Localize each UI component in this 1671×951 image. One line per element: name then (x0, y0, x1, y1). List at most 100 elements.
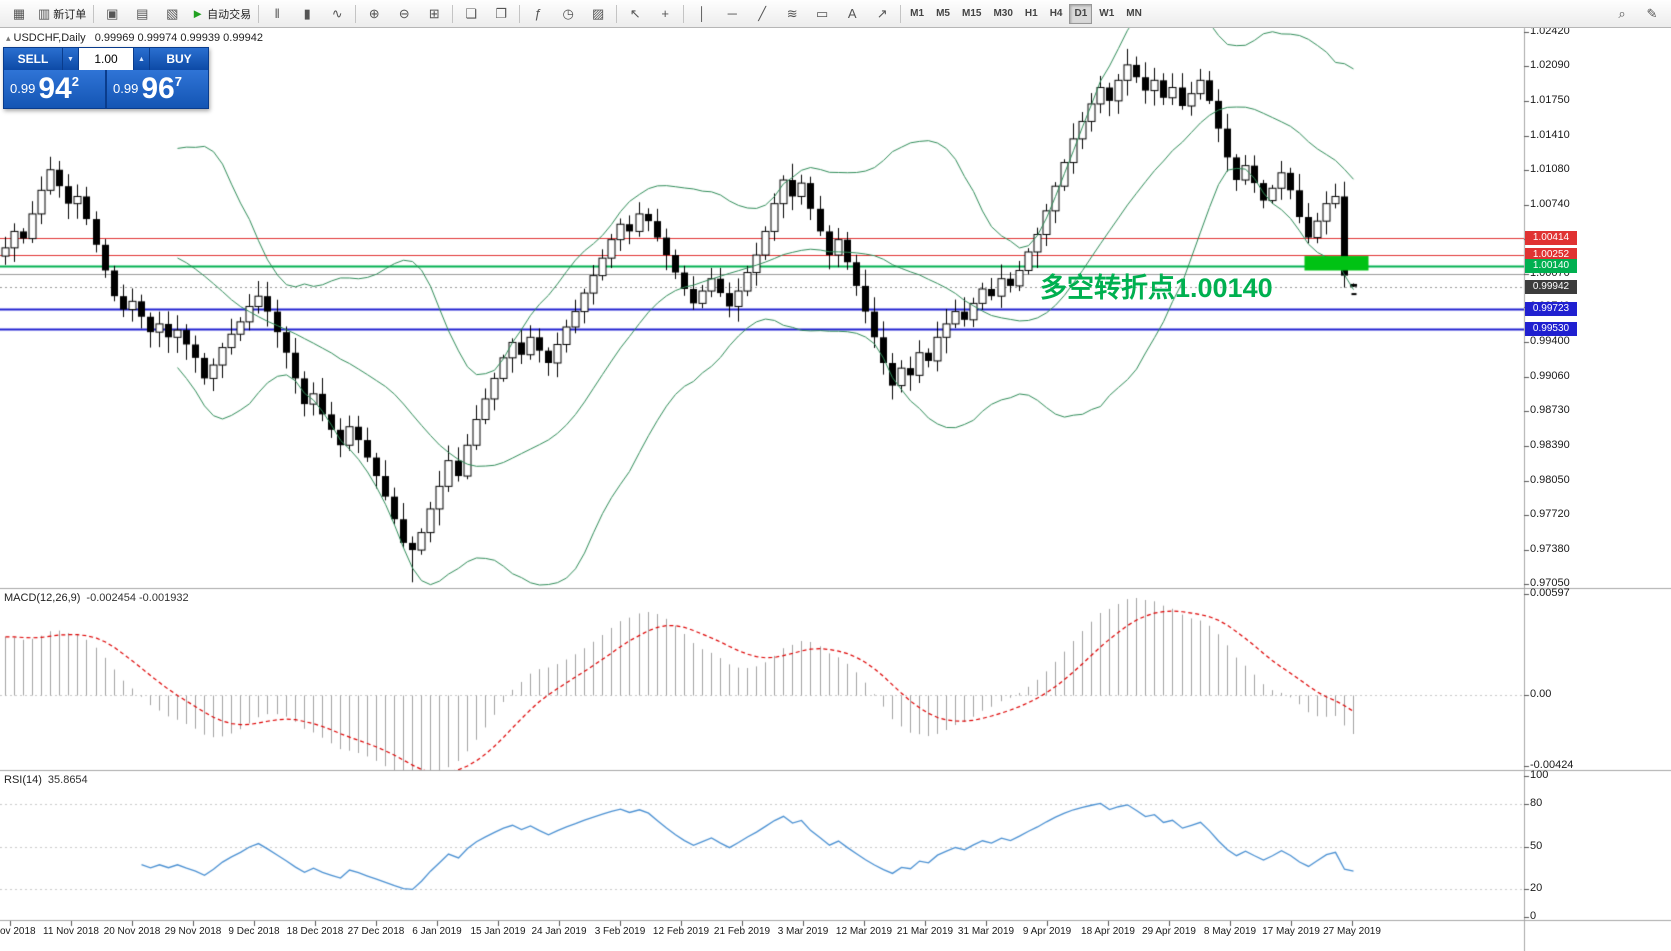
time-axis-label: 3 Feb 2019 (594, 926, 646, 937)
timeframe-d1[interactable]: D1 (1069, 3, 1093, 24)
shapes-icon[interactable]: ▭ (807, 2, 837, 26)
auto-trading-button: ► (191, 6, 205, 21)
quick-edit-icon[interactable]: ✎ (1637, 2, 1667, 26)
time-axis-label: 12 Feb 2019 (652, 926, 710, 937)
timeframe-m30[interactable]: M30 (993, 8, 1013, 19)
price-tag: 0.99530 (1525, 322, 1577, 337)
bar-chart-icon: ‖ (274, 6, 280, 21)
price-axis-tick: 1.02420 (1530, 25, 1570, 37)
toolbar-separator (519, 4, 521, 23)
chart-window-icon: ▦ (12, 6, 26, 21)
grid-icon[interactable]: ⊞ (419, 2, 449, 26)
timeframe-h4[interactable]: H4 (1049, 8, 1063, 19)
zoom-out-icon: ⊖ (398, 6, 410, 21)
periods-icon: ◷ (562, 6, 574, 21)
sell-button[interactable]: SELL (4, 48, 62, 70)
time-axis-label: 18 Dec 2018 (286, 926, 344, 937)
price-tag: 0.99723 (1525, 302, 1577, 317)
new-order-button[interactable]: ▥ 新订单 (34, 2, 90, 26)
trendline-icon[interactable]: ╱ (747, 2, 777, 26)
arrow-tool-icon[interactable]: ↗ (867, 2, 897, 26)
tile-windows-icon: ❏ (465, 6, 477, 21)
price-axis-tick: 0.97720 (1530, 508, 1570, 521)
fibonacci-icon[interactable]: ≋ (777, 2, 807, 26)
time-axis-label: 31 Mar 2019 (957, 926, 1015, 937)
ohlc-values: 0.99969 0.99974 0.99939 0.99942 (94, 32, 263, 44)
toolbar-separator (258, 4, 260, 23)
time-axis-label: 17 May 2019 (1262, 926, 1320, 937)
price-axis-tick: 0.99400 (1530, 335, 1570, 348)
lot-increase-stepper[interactable]: ▲ (133, 48, 150, 70)
collapse-icon[interactable]: ▴ (6, 33, 11, 43)
line-chart-icon[interactable]: ∿ (322, 2, 352, 26)
crosshair-icon: + (661, 6, 669, 21)
horizontal-line-icon[interactable]: ─ (717, 2, 747, 26)
timeframe-h1[interactable]: H1 (1024, 8, 1038, 19)
timeframe-m15[interactable]: M15 (961, 8, 982, 19)
new-order-button-label: 新订单 (53, 8, 87, 21)
text-icon: A (847, 6, 857, 21)
time-axis-label: 20 Nov 2018 (103, 926, 161, 937)
shapes-icon: ▭ (816, 6, 829, 21)
macd-scale-label: 0.00597 (1530, 587, 1570, 599)
cursor-icon[interactable]: ↖ (620, 2, 650, 26)
navigator-icon[interactable]: ▧ (157, 2, 187, 26)
lot-size-field[interactable]: 1.00 (79, 48, 133, 70)
zoom-in-icon: ⊕ (368, 6, 380, 21)
sell-price-prefix: 0.99 (10, 81, 36, 96)
price-axis-tick: 1.01080 (1530, 162, 1570, 175)
bar-chart-icon[interactable]: ‖ (262, 2, 292, 26)
auto-trading-button-label: 自动交易 (207, 8, 252, 21)
timeframe-mn[interactable]: MN (1126, 8, 1142, 19)
timeframe-m1[interactable]: M1 (910, 8, 925, 19)
zoom-in-icon[interactable]: ⊕ (359, 2, 389, 26)
tile-windows-icon[interactable]: ❏ (456, 2, 486, 26)
fibonacci-icon: ≋ (786, 6, 798, 21)
crosshair-icon[interactable]: + (650, 2, 680, 26)
buy-price-big: 96 (141, 72, 175, 105)
buy-button[interactable]: BUY (150, 48, 208, 70)
vertical-line-icon[interactable]: │ (687, 2, 717, 26)
text-icon[interactable]: A (837, 2, 867, 26)
indicators-icon: ƒ (534, 6, 542, 21)
timeframe-m5[interactable]: M5 (936, 8, 950, 19)
price-axis-tick: 1.01410 (1530, 128, 1570, 141)
macd-indicator-title: MACD(12,26,9) -0.002454 -0.001932 (4, 592, 189, 604)
time-axis-label: 1 Nov 2018 (0, 926, 36, 937)
timeframe-w1[interactable]: W1 (1099, 8, 1115, 19)
cascade-windows-icon: ❐ (495, 6, 507, 21)
auto-trading-button[interactable]: ► 自动交易 (187, 2, 255, 26)
trendline-icon: ╱ (758, 6, 767, 21)
indicators-icon[interactable]: ƒ (523, 2, 553, 26)
time-axis-label: 3 Mar 2019 (777, 926, 829, 937)
candlestick-chart-icon: ▮ (303, 6, 311, 21)
cascade-windows-icon[interactable]: ❐ (486, 2, 516, 26)
search-icon[interactable]: ⌕ (1607, 2, 1637, 26)
macd-scale-label: -0.00424 (1530, 759, 1574, 771)
time-axis-label: 18 Apr 2019 (1081, 926, 1135, 937)
market-watch-icon[interactable]: ▤ (127, 2, 157, 26)
templates-icon[interactable]: ▨ (583, 2, 613, 26)
rsi-scale-label: 100 (1530, 769, 1549, 781)
price-axis-tick: 0.98730 (1530, 404, 1570, 417)
price-axis-tick: 0.98050 (1530, 474, 1570, 487)
sell-price-button[interactable]: 0.99 94 2 (4, 70, 105, 108)
lot-decrease-stepper[interactable]: ▼ (62, 48, 79, 70)
time-axis-label: 27 Dec 2018 (347, 926, 405, 937)
sell-price-big: 94 (38, 72, 72, 105)
time-axis-label: 12 Mar 2019 (835, 926, 893, 937)
arrow-tool-icon: ↗ (876, 6, 888, 21)
search-icon: ⌕ (1618, 6, 1626, 21)
chart-window-icon[interactable]: ▦ (4, 2, 34, 26)
macd-scale-label: 0.00 (1530, 687, 1552, 700)
price-axis-tick: 0.97380 (1530, 543, 1570, 556)
candlestick-chart-icon[interactable]: ▮ (292, 2, 322, 26)
zoom-out-icon[interactable]: ⊖ (389, 2, 419, 26)
charts-grid-icon[interactable]: ▣ (97, 2, 127, 26)
buy-price-sup: 7 (174, 74, 182, 89)
periods-icon[interactable]: ◷ (553, 2, 583, 26)
toolbar-separator (452, 4, 454, 23)
templates-icon: ▨ (592, 6, 605, 21)
buy-price-button[interactable]: 0.99 96 7 (105, 70, 208, 108)
